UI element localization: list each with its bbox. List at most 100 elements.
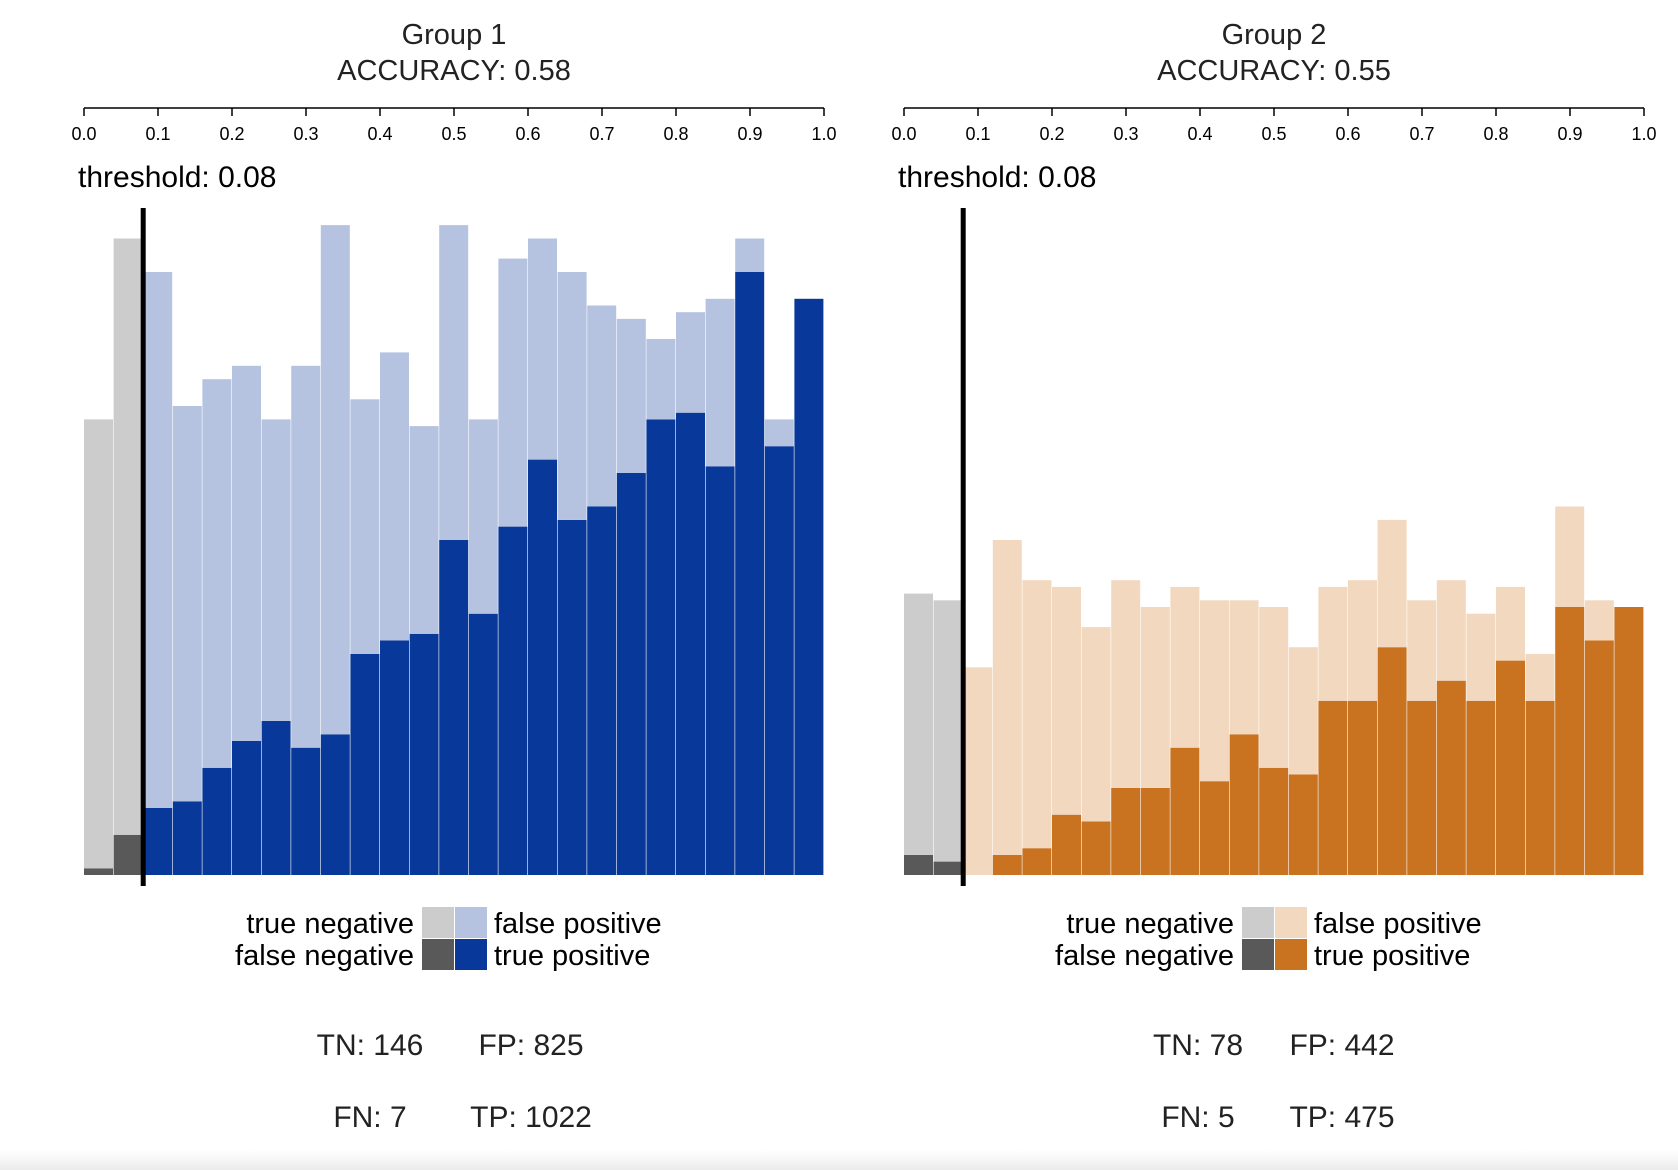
legend-swatch — [422, 939, 454, 970]
legend-swatch — [1275, 939, 1307, 970]
true-positive-bar — [1259, 767, 1289, 875]
threshold-label: threshold: 0.08 — [78, 161, 276, 194]
false-positive-bar — [1140, 607, 1170, 788]
true-negative-bar — [933, 600, 963, 862]
true-positive-bar — [1466, 700, 1496, 875]
true-positive-bar — [1200, 781, 1229, 875]
false-positive-bar — [1111, 580, 1141, 788]
true-positive-bar — [439, 540, 469, 875]
legend-swatch — [422, 907, 454, 938]
false-positive-bar — [587, 305, 617, 507]
legend-swatch — [1242, 907, 1274, 938]
x-tick-label: 0.8 — [663, 124, 688, 144]
true-positive-bar — [1022, 848, 1052, 875]
legend-label: true positive — [1314, 940, 1470, 972]
false-positive-bar — [291, 365, 321, 748]
false-positive-bar — [1555, 506, 1585, 607]
true-positive-bar — [528, 459, 557, 875]
true-positive-bar — [646, 419, 676, 875]
x-tick-label: 0.4 — [1187, 124, 1212, 144]
false-positive-bar — [1377, 519, 1407, 648]
x-tick-label: 0.6 — [1335, 124, 1360, 144]
true-positive-bar — [794, 298, 824, 875]
false-positive-bar — [1200, 600, 1229, 782]
false-positive-bar — [963, 667, 993, 875]
x-tick-label: 1.0 — [811, 124, 836, 144]
threshold-label: threshold: 0.08 — [898, 161, 1096, 194]
true-positive-bar — [616, 473, 646, 875]
false-negative-bar — [113, 834, 143, 875]
true-positive-bar — [498, 526, 528, 875]
legend-swatch — [1242, 939, 1274, 970]
legend-swatch — [1275, 907, 1307, 938]
x-tick-label: 0.9 — [1557, 124, 1582, 144]
true-positive-bar — [1052, 814, 1081, 875]
fp-count: FP: 442 — [1289, 1029, 1394, 1062]
false-positive-bar — [1288, 647, 1318, 775]
false-positive-bar — [498, 258, 528, 527]
true-positive-bar — [172, 801, 202, 875]
true-positive-bar — [557, 519, 587, 875]
true-positive-bar — [291, 747, 321, 875]
true-positive-bar — [261, 720, 291, 875]
tp-count: TP: 1022 — [470, 1101, 592, 1134]
true-positive-bar — [1318, 700, 1348, 875]
false-positive-bar — [616, 318, 646, 473]
chart-panel-2: Group 2 ACCURACY: 0.55 0.0 0.1 0.2 0.3 0.4 0.5 0… — [891, 19, 1656, 1134]
true-positive-bar — [143, 808, 173, 875]
false-positive-bar — [320, 225, 350, 735]
x-tick-label: 0.5 — [441, 124, 466, 144]
legend-label: false positive — [494, 908, 662, 940]
false-positive-bar — [1081, 627, 1111, 822]
false-positive-bar — [1525, 653, 1555, 701]
true-positive-bar — [1407, 700, 1437, 875]
false-positive-bar — [261, 419, 291, 721]
true-negative-bar — [113, 238, 143, 835]
true-positive-bar — [735, 272, 765, 875]
x-tick-label: 1.0 — [1631, 124, 1656, 144]
true-positive-bar — [1111, 787, 1141, 875]
true-positive-bar — [705, 466, 735, 875]
true-positive-bar — [350, 653, 380, 875]
true-positive-bar — [1140, 787, 1170, 875]
false-positive-bar — [992, 540, 1022, 855]
legend-swatch — [455, 907, 487, 938]
legend-label: true positive — [494, 940, 650, 972]
false-positive-bar — [143, 272, 173, 808]
false-positive-bar — [1229, 600, 1259, 735]
true-positive-bar — [992, 854, 1022, 875]
false-negative-bar — [904, 854, 933, 875]
false-negative-bar — [84, 868, 113, 875]
false-positive-bar — [676, 312, 705, 413]
false-positive-bar — [735, 238, 765, 272]
true-positive-bar — [1377, 647, 1407, 875]
false-positive-bar — [557, 272, 587, 520]
legend-label: false positive — [1314, 908, 1482, 940]
false-positive-bar — [1407, 600, 1437, 701]
false-positive-bar — [1170, 586, 1200, 748]
false-positive-bar — [232, 365, 261, 741]
true-positive-bar — [1525, 700, 1555, 875]
x-tick-label: 0.5 — [1261, 124, 1286, 144]
false-positive-bar — [202, 379, 232, 768]
fn-count: FN: 7 — [333, 1101, 406, 1134]
false-positive-bar — [380, 352, 409, 641]
chart-title: Group 2 — [1222, 19, 1327, 51]
false-positive-bar — [764, 419, 794, 447]
fp-count: FP: 825 — [478, 1029, 583, 1062]
x-tick-label: 0.1 — [145, 124, 170, 144]
x-tick-label: 0.6 — [515, 124, 540, 144]
true-positive-bar — [1170, 747, 1200, 875]
false-positive-bar — [1022, 580, 1052, 849]
false-positive-bar — [172, 406, 202, 802]
false-positive-bar — [439, 225, 469, 540]
true-positive-bar — [232, 741, 261, 875]
true-positive-bar — [409, 633, 439, 875]
true-positive-bar — [1584, 640, 1614, 875]
false-positive-bar — [1259, 607, 1289, 768]
tn-count: TN: 78 — [1153, 1029, 1243, 1062]
tn-count: TN: 146 — [317, 1029, 424, 1062]
legend-label: false negative — [235, 940, 414, 972]
accuracy-label: ACCURACY: 0.55 — [1157, 55, 1391, 87]
